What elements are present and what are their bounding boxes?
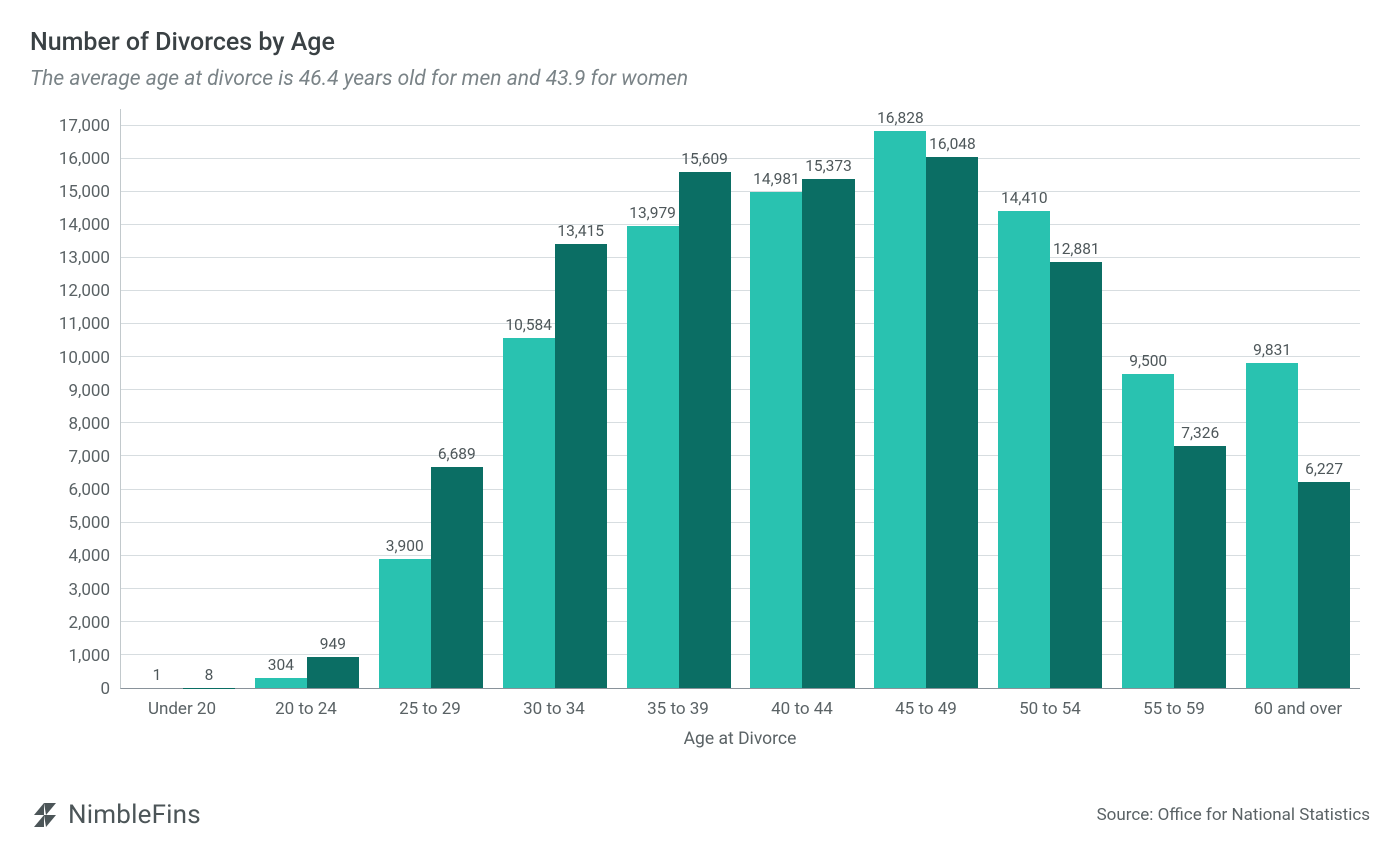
x-tick-label: 30 to 34 — [492, 699, 616, 719]
y-tick-label: 9,000 — [30, 381, 110, 401]
y-tick-label: 4,000 — [30, 546, 110, 566]
bar-value-label: 304 — [268, 656, 294, 674]
x-tick-label: 40 to 44 — [740, 699, 864, 719]
bar: 10,584 — [503, 338, 555, 688]
bar: 15,373 — [802, 179, 854, 688]
bar-value-label: 14,981 — [753, 170, 800, 188]
bar: 16,828 — [874, 131, 926, 688]
x-tick-label: 60 and over — [1236, 699, 1360, 719]
x-tick-label: Under 20 — [120, 699, 244, 719]
y-tick-label: 11,000 — [30, 314, 110, 334]
x-tick-label: 20 to 24 — [244, 699, 368, 719]
x-tick-label: 45 to 49 — [864, 699, 988, 719]
bar-group: 14,41012,881 — [988, 109, 1112, 688]
bar-group: 14,98115,373 — [741, 109, 865, 688]
bar-value-label: 12,881 — [1053, 240, 1100, 258]
y-tick-label: 16,000 — [30, 149, 110, 169]
y-tick-label: 17,000 — [30, 116, 110, 136]
bar-group: 9,8316,227 — [1236, 109, 1360, 688]
y-tick-label: 8,000 — [30, 414, 110, 434]
y-tick-label: 7,000 — [30, 447, 110, 467]
x-tick-label: 50 to 54 — [988, 699, 1112, 719]
bar-value-label: 6,227 — [1305, 460, 1343, 478]
bar: 14,981 — [750, 192, 802, 688]
y-axis: 0 1,000 2,000 3,000 4,000 5,000 6,000 7,000 8,00… — [30, 109, 120, 749]
bar-value-label: 949 — [320, 635, 346, 653]
y-tick-label: 15,000 — [30, 182, 110, 202]
y-tick-label: 13,000 — [30, 248, 110, 268]
bar-value-label: 14,410 — [1001, 189, 1048, 207]
brand-logo: NimbleFins — [30, 800, 201, 830]
x-axis-labels: Under 2020 to 2425 to 2930 to 3435 to 39… — [120, 699, 1360, 719]
bar-value-label: 1 — [153, 666, 162, 684]
bar: 15,609 — [679, 172, 731, 688]
bar: 9,500 — [1122, 374, 1174, 688]
bar-group: 3,9006,689 — [369, 109, 493, 688]
bar-value-label: 9,500 — [1129, 352, 1167, 370]
bar: 3,900 — [379, 559, 431, 688]
bar: 16,048 — [926, 157, 978, 688]
bar-group: 13,97915,609 — [617, 109, 741, 688]
source-attribution: Source: Office for National Statistics — [1097, 805, 1370, 825]
bar-value-label: 10,584 — [505, 316, 552, 334]
bar-group: 10,58413,415 — [493, 109, 617, 688]
bar: 13,979 — [627, 226, 679, 689]
bars-row: 183049493,9006,68910,58413,41513,97915,6… — [121, 109, 1360, 688]
y-tick-label: 3,000 — [30, 580, 110, 600]
bar: 949 — [307, 657, 359, 688]
bar-value-label: 13,979 — [629, 204, 676, 222]
bar-value-label: 6,689 — [438, 445, 476, 463]
bar-value-label: 13,415 — [557, 222, 604, 240]
y-tick-label: 6,000 — [30, 480, 110, 500]
bar: 6,227 — [1298, 482, 1350, 688]
x-tick-label: 25 to 29 — [368, 699, 492, 719]
x-tick-label: 35 to 39 — [616, 699, 740, 719]
chart-subtitle: The average age at divorce is 46.4 years… — [30, 67, 1370, 91]
y-tick-label: 1,000 — [30, 646, 110, 666]
y-tick-label: 2,000 — [30, 613, 110, 633]
bar-value-label: 16,048 — [929, 135, 976, 153]
chart-container: Number of Divorces by Age The average ag… — [0, 0, 1400, 852]
bar-value-label: 16,828 — [877, 109, 924, 127]
y-tick-label: 0 — [30, 679, 110, 699]
plot-area: 183049493,9006,68910,58413,41513,97915,6… — [120, 109, 1360, 689]
bar: 6,689 — [431, 467, 483, 688]
bar-group: 9,5007,326 — [1112, 109, 1236, 688]
y-tick-label: 14,000 — [30, 215, 110, 235]
y-tick-label: 10,000 — [30, 348, 110, 368]
y-tick-label: 12,000 — [30, 281, 110, 301]
x-tick-label: 55 to 59 — [1112, 699, 1236, 719]
bar-value-label: 7,326 — [1181, 424, 1219, 442]
bar: 14,410 — [998, 211, 1050, 688]
chart-title: Number of Divorces by Age — [30, 28, 1370, 57]
bar-value-label: 8 — [205, 666, 214, 684]
brand-icon — [30, 801, 60, 829]
bar-value-label: 15,373 — [805, 157, 852, 175]
bar: 13,415 — [555, 244, 607, 688]
chart-zone: 0 1,000 2,000 3,000 4,000 5,000 6,000 7,000 8,00… — [30, 109, 1370, 749]
bar: 12,881 — [1050, 262, 1102, 688]
bar-group: 304949 — [245, 109, 369, 688]
bar: 9,831 — [1246, 363, 1298, 688]
bar: 7,326 — [1174, 446, 1226, 688]
bar-value-label: 15,609 — [681, 150, 728, 168]
bar-value-label: 3,900 — [386, 537, 424, 555]
bar-group: 18 — [121, 109, 245, 688]
bar-value-label: 9,831 — [1253, 341, 1291, 359]
bar: 304 — [255, 678, 307, 688]
y-tick-label: 5,000 — [30, 513, 110, 533]
bar-group: 16,82816,048 — [864, 109, 988, 688]
x-axis-title: Age at Divorce — [120, 729, 1360, 749]
brand-text: NimbleFins — [68, 800, 201, 830]
footer: NimbleFins Source: Office for National S… — [30, 800, 1370, 830]
